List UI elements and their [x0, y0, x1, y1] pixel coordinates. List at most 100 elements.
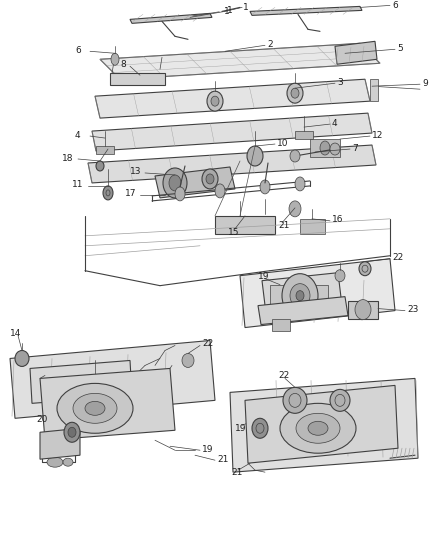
Ellipse shape: [85, 401, 105, 415]
Bar: [215, 216, 275, 234]
Ellipse shape: [291, 88, 299, 98]
Bar: [370, 79, 378, 101]
Ellipse shape: [252, 418, 268, 438]
Ellipse shape: [287, 83, 303, 103]
Bar: [295, 131, 313, 139]
Ellipse shape: [330, 390, 350, 411]
Ellipse shape: [247, 146, 263, 166]
Ellipse shape: [103, 186, 113, 200]
Ellipse shape: [215, 184, 225, 198]
Ellipse shape: [47, 457, 63, 467]
Bar: [96, 146, 114, 154]
Text: 17: 17: [125, 189, 137, 198]
Ellipse shape: [57, 383, 133, 433]
Text: 19: 19: [235, 424, 247, 433]
Ellipse shape: [169, 175, 181, 191]
Text: 6: 6: [392, 1, 398, 10]
Ellipse shape: [163, 168, 187, 198]
Text: 23: 23: [407, 305, 418, 314]
Ellipse shape: [290, 284, 310, 308]
Ellipse shape: [295, 177, 305, 191]
Polygon shape: [245, 385, 398, 463]
Text: 13: 13: [130, 167, 141, 176]
Bar: [272, 319, 290, 330]
Ellipse shape: [282, 273, 318, 318]
Text: 8: 8: [120, 60, 126, 69]
Ellipse shape: [296, 413, 340, 443]
Text: 22: 22: [202, 339, 213, 348]
Ellipse shape: [355, 300, 371, 320]
Ellipse shape: [206, 174, 214, 184]
Text: 7: 7: [352, 143, 358, 152]
Ellipse shape: [202, 169, 218, 189]
Ellipse shape: [175, 187, 185, 201]
Ellipse shape: [289, 201, 301, 217]
Text: 4: 4: [75, 131, 81, 140]
Text: 12: 12: [372, 131, 383, 140]
Ellipse shape: [111, 53, 119, 65]
Text: 21: 21: [278, 221, 290, 230]
Polygon shape: [30, 360, 132, 403]
Text: 6: 6: [75, 46, 81, 55]
Text: 1: 1: [224, 7, 230, 16]
Text: 15: 15: [228, 228, 240, 237]
Text: 22: 22: [392, 253, 403, 262]
Text: 3: 3: [337, 78, 343, 87]
Ellipse shape: [290, 150, 300, 162]
Bar: [300, 219, 325, 234]
Ellipse shape: [280, 403, 356, 453]
Polygon shape: [95, 79, 370, 118]
Polygon shape: [40, 429, 80, 459]
Ellipse shape: [320, 141, 330, 155]
Ellipse shape: [283, 387, 307, 413]
Bar: [110, 73, 165, 85]
Text: 20: 20: [36, 415, 47, 424]
Polygon shape: [155, 167, 235, 198]
Text: 16: 16: [332, 215, 343, 224]
Text: 1: 1: [227, 6, 233, 15]
Text: 5: 5: [397, 44, 403, 53]
Polygon shape: [230, 378, 418, 472]
Bar: [310, 139, 340, 157]
Text: 21: 21: [217, 455, 228, 464]
Text: 14: 14: [10, 329, 21, 338]
Ellipse shape: [207, 91, 223, 111]
Ellipse shape: [335, 270, 345, 281]
Text: 10: 10: [277, 139, 289, 148]
Ellipse shape: [308, 421, 328, 435]
Text: 9: 9: [422, 79, 428, 88]
Text: 18: 18: [62, 154, 74, 163]
Ellipse shape: [359, 262, 371, 276]
Polygon shape: [335, 42, 377, 64]
Polygon shape: [258, 297, 348, 325]
Polygon shape: [100, 43, 380, 79]
Ellipse shape: [211, 96, 219, 106]
Ellipse shape: [73, 393, 117, 423]
Text: 2: 2: [267, 40, 272, 49]
Polygon shape: [240, 259, 395, 328]
Polygon shape: [40, 368, 175, 440]
Text: 19: 19: [258, 272, 269, 281]
Polygon shape: [130, 13, 212, 23]
Ellipse shape: [182, 353, 194, 367]
Ellipse shape: [260, 180, 270, 194]
Polygon shape: [10, 341, 215, 418]
Bar: [270, 285, 328, 306]
Text: 11: 11: [72, 181, 84, 189]
Ellipse shape: [296, 290, 304, 301]
Polygon shape: [250, 6, 362, 15]
Bar: [348, 301, 378, 319]
Text: 21: 21: [231, 467, 242, 477]
Polygon shape: [92, 113, 372, 151]
Polygon shape: [262, 273, 342, 313]
Ellipse shape: [96, 161, 104, 171]
Ellipse shape: [330, 143, 340, 155]
Ellipse shape: [64, 422, 80, 442]
Ellipse shape: [63, 458, 73, 466]
Polygon shape: [88, 145, 376, 183]
Ellipse shape: [68, 427, 76, 437]
Ellipse shape: [15, 351, 29, 367]
Text: 4: 4: [332, 119, 338, 127]
Text: 22: 22: [278, 371, 289, 380]
Text: 19: 19: [202, 445, 213, 454]
